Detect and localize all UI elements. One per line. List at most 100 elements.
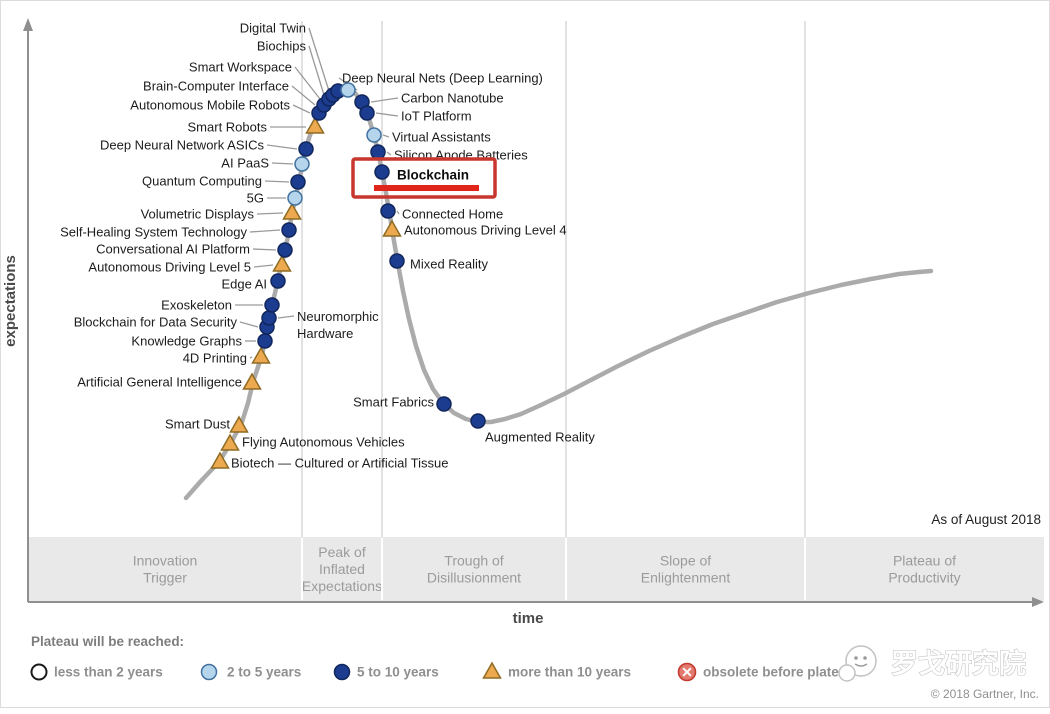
point-label-virtual-assistants: Virtual Assistants bbox=[392, 130, 491, 145]
as-of-note: As of August 2018 bbox=[931, 512, 1041, 527]
point-label-deep-neural-network-asics: Deep Neural Network ASICs bbox=[100, 138, 265, 153]
point-marker-iot-platform bbox=[359, 105, 375, 121]
point-marker-flying-autonomous-vehicles bbox=[220, 433, 240, 451]
point-label-self-healing-system-technology: Self-Healing System Technology bbox=[60, 225, 247, 240]
point-marker-smart-fabrics bbox=[436, 396, 452, 412]
point-label-4d-printing: 4D Printing bbox=[183, 351, 247, 366]
x-axis-label: time bbox=[513, 610, 544, 627]
point-connector-connected-home bbox=[396, 210, 400, 215]
y-axis-label: expectations bbox=[2, 255, 19, 347]
point-label-blockchain: Blockchain bbox=[397, 168, 469, 183]
point-label-5g: 5G bbox=[247, 191, 264, 206]
point-marker-layer bbox=[210, 82, 486, 469]
point-label-brain-computer-interface: Brain-Computer Interface bbox=[143, 79, 289, 94]
point-connector-4d-printing bbox=[249, 356, 253, 359]
point-connector-volumetric-displays bbox=[256, 212, 284, 215]
point-connector-deep-neural-network-asics bbox=[266, 144, 298, 150]
point-label-connected-home: Connected Home bbox=[402, 207, 503, 222]
legend-item-label: 5 to 10 years bbox=[357, 665, 439, 680]
point-marker-exoskeleton bbox=[264, 297, 280, 313]
obsolete-x-icon bbox=[682, 667, 692, 677]
point-label-exoskeleton: Exoskeleton bbox=[161, 298, 232, 313]
watermark-smile-icon bbox=[854, 663, 868, 667]
y-axis-arrow bbox=[23, 18, 33, 31]
point-label-edge-ai: Edge AI bbox=[221, 277, 267, 292]
point-label-smart-dust: Smart Dust bbox=[165, 417, 230, 432]
point-label-deep-neural-nets-deep-learning: Deep Neural Nets (Deep Learning) bbox=[342, 71, 543, 86]
point-label-layer: Biotech — Cultured or Artificial Tissue F… bbox=[60, 21, 595, 471]
point-connector-ai-paas bbox=[271, 162, 294, 165]
point-label-conversational-ai-platform: Conversational AI Platform bbox=[96, 242, 250, 257]
phase-label-trough-of-disillusionment: Trough of Disillusionment bbox=[427, 553, 521, 586]
phase-label-plateau-of-productivity: Plateau of Productivity bbox=[888, 553, 960, 586]
point-marker-virtual-assistants bbox=[366, 127, 382, 143]
blockchain-highlight-box bbox=[351, 157, 497, 199]
point-label-digital-twin: Digital Twin bbox=[240, 21, 306, 36]
point-label-biotech-cultured-or-artificial-tissue: Biotech — Cultured or Artificial Tissue bbox=[231, 456, 448, 471]
point-connector-biochips bbox=[308, 45, 325, 96]
phase-label-peak-of-inflated-expectations: Peak of Inflated Expectations bbox=[302, 544, 382, 594]
legend-item-2-to-5-years: 2 to 5 years bbox=[200, 663, 301, 681]
point-label-ai-paas: AI PaaS bbox=[221, 156, 269, 171]
point-label-augmented-reality: Augmented Reality bbox=[485, 430, 595, 445]
legend-item-obsolete-before-plateau: obsolete before plateau bbox=[677, 662, 855, 682]
legend-dark-icon bbox=[333, 663, 351, 681]
point-connector-autonomous-driving-level-5 bbox=[253, 264, 274, 268]
point-label-autonomous-driving-level-5: Autonomous Driving Level 5 bbox=[88, 260, 251, 275]
point-label-smart-fabrics: Smart Fabrics bbox=[353, 395, 434, 410]
point-marker-augmented-reality bbox=[470, 413, 486, 429]
point-connector-brain-computer-interface bbox=[291, 85, 316, 106]
watermark-bubble-icon bbox=[838, 664, 856, 682]
legend-item-label: less than 2 years bbox=[54, 665, 163, 680]
phase-label-innovation-trigger: Innovation Trigger bbox=[133, 553, 198, 586]
point-marker-deep-neural-nets-deep-learning bbox=[340, 82, 356, 98]
point-connector-silicon-anode-batteries bbox=[386, 151, 392, 156]
point-label-smart-robots: Smart Robots bbox=[188, 120, 268, 135]
point-marker-ai-paas bbox=[294, 156, 310, 172]
point-connector-blockchain-for-data-security bbox=[239, 321, 259, 328]
point-label-smart-workspace: Smart Workspace bbox=[189, 60, 292, 75]
point-connector-carbon-nanotube bbox=[370, 97, 399, 103]
blockchain-highlight bbox=[351, 157, 497, 199]
point-connector-quantum-computing bbox=[264, 180, 290, 183]
point-label-autonomous-mobile-robots: Autonomous Mobile Robots bbox=[130, 98, 290, 113]
phase-label-slope-of-enlightenment: Slope of Enlightenment bbox=[641, 553, 731, 586]
point-label-knowledge-graphs: Knowledge Graphs bbox=[131, 334, 242, 349]
point-connector-digital-twin bbox=[308, 27, 330, 92]
point-marker-autonomous-driving-level-5 bbox=[272, 254, 292, 272]
point-marker-4d-printing bbox=[251, 346, 271, 364]
point-marker-knowledge-graphs bbox=[257, 333, 273, 349]
point-connector-neuromorphic-hardware bbox=[277, 315, 295, 319]
watermark-text: 罗戈研究院 bbox=[891, 648, 1026, 679]
point-label-iot-platform: IoT Platform bbox=[401, 109, 472, 124]
point-connector-iot-platform bbox=[375, 112, 399, 117]
point-marker-smart-dust bbox=[229, 415, 249, 433]
axis-layer bbox=[23, 18, 1044, 607]
point-marker-edge-ai bbox=[270, 273, 286, 289]
point-marker-blockchain bbox=[374, 164, 390, 180]
point-label-carbon-nanotube: Carbon Nanotube bbox=[401, 91, 504, 106]
point-label-volumetric-displays: Volumetric Displays bbox=[141, 207, 255, 222]
point-connector-smart-workspace bbox=[294, 66, 321, 100]
watermark-eye-icon bbox=[863, 656, 867, 660]
point-label-mixed-reality: Mixed Reality bbox=[410, 257, 489, 272]
legend-triangle-icon bbox=[482, 661, 502, 679]
point-connector-autonomous-mobile-robots bbox=[292, 104, 311, 114]
phase-band-layer: Innovation Trigger Peak of Inflated Expectat… bbox=[28, 537, 1044, 601]
point-connector-conversational-ai-platform bbox=[252, 248, 277, 251]
point-marker-volumetric-displays bbox=[282, 202, 302, 220]
point-label-neuromorphic-hardware: Neuromorphic Hardware bbox=[297, 309, 379, 341]
legend-item-less-than-2-years: less than 2 years bbox=[30, 663, 163, 681]
point-label-flying-autonomous-vehicles: Flying Autonomous Vehicles bbox=[242, 435, 405, 450]
legend-item-more-than-10-years: more than 10 years bbox=[482, 661, 631, 680]
point-label-quantum-computing: Quantum Computing bbox=[142, 174, 262, 189]
point-label-autonomous-driving-level-4: Autonomous Driving Level 4 bbox=[404, 223, 567, 238]
point-marker-connected-home bbox=[380, 203, 396, 219]
legend-item-5-to-10-years: 5 to 10 years bbox=[333, 663, 439, 681]
point-marker-artificial-general-intelligence bbox=[242, 372, 262, 390]
point-marker-silicon-anode-batteries bbox=[370, 144, 386, 160]
point-label-artificial-general-intelligence: Artificial General Intelligence bbox=[77, 375, 242, 390]
watermark-logo bbox=[838, 645, 877, 682]
legend-white-icon bbox=[30, 663, 48, 681]
